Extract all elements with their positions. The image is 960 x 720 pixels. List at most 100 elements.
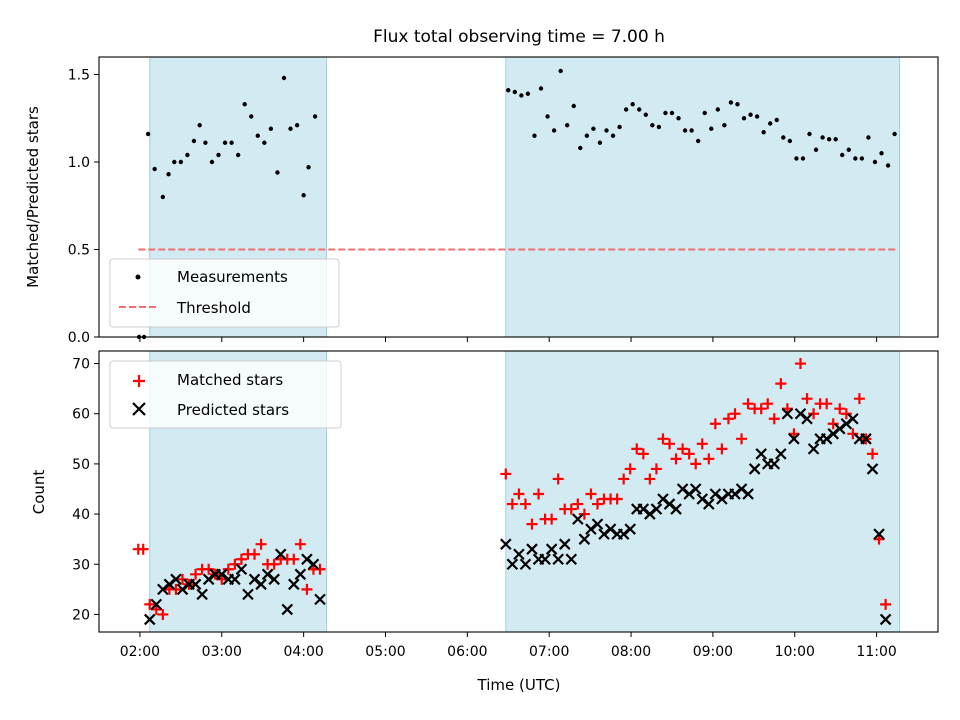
predicted-star-point [500, 538, 512, 550]
matched-star-point [203, 563, 215, 575]
matched-star-point [552, 473, 564, 485]
matched-star-point [794, 358, 806, 370]
predicted-star-point [624, 523, 637, 535]
measurement-point [288, 126, 293, 131]
measurement-point [312, 114, 318, 119]
predicted-star-point [742, 488, 754, 500]
predicted-star-point [591, 518, 604, 530]
measurement-point [578, 145, 583, 151]
matched-star-point [696, 438, 708, 450]
measurement-point [682, 128, 688, 133]
predicted-star-point [519, 558, 532, 571]
x-tick-label: 02:00 [120, 644, 160, 660]
matched-star-point [235, 553, 247, 565]
measurement-point [787, 138, 793, 144]
measurement-point [235, 152, 241, 158]
measurement-point [689, 128, 694, 133]
predicted-star-point [294, 568, 307, 581]
predicted-star-point [274, 548, 287, 561]
matched-star-point [222, 563, 234, 575]
measurement-point [551, 128, 557, 133]
predicted-star-point [768, 458, 781, 470]
measurement-point [728, 100, 734, 105]
matched-star-point [190, 568, 202, 580]
measurement-point [294, 123, 300, 128]
measurement-point [610, 133, 616, 138]
measurement-point [191, 138, 197, 144]
matched-star-point [840, 408, 852, 420]
measurement-point [203, 140, 208, 145]
matched-star-point [314, 563, 326, 575]
observing-interval-shade [505, 350, 901, 633]
measurement-point [268, 126, 274, 131]
predicted-star-point [513, 548, 525, 561]
predicted-star-point [807, 443, 820, 455]
measurement-point [209, 159, 215, 165]
top-y-tick-label: 0.5 [68, 243, 90, 259]
matched-star-point [827, 418, 839, 430]
measurement-point [840, 152, 845, 158]
measurement-point [229, 140, 234, 145]
matched-star-point [170, 583, 182, 595]
measurement-point [545, 114, 550, 119]
predicted-star-point [229, 573, 241, 586]
x-tick-label: 10:00 [775, 644, 815, 660]
measurement-point [623, 107, 629, 112]
predicted-star-point [288, 578, 300, 591]
predicted-star-point [307, 558, 320, 571]
measurement-point [826, 137, 832, 142]
measurement-point [761, 130, 766, 135]
bottom-y-tick-label: 20 [72, 607, 90, 623]
matched-star-point [176, 573, 188, 585]
predicted-star-point [775, 448, 787, 460]
matched-star-point [229, 558, 241, 570]
matched-star-point [677, 443, 689, 455]
x-axis-label: Time (UTC) [477, 676, 561, 694]
predicted-star-point [572, 513, 584, 525]
predicted-star-point [189, 578, 202, 591]
matched-star-point [294, 538, 306, 550]
top-panel: 0.0 0.5 1.0 1.5 Matched/Predicted stars Mea… [24, 56, 939, 346]
measurement-point [695, 138, 701, 144]
matched-star-point [834, 403, 846, 415]
predicted-star-point [748, 463, 761, 475]
matched-star-point [880, 598, 892, 610]
matched-star-point [572, 498, 584, 510]
bottom-y-tick-label: 70 [72, 357, 90, 373]
measurement-point [794, 156, 799, 161]
measurement-point [178, 159, 184, 165]
matched-star-point [513, 488, 525, 500]
predicted-star-point [281, 603, 294, 616]
matched-star-point [736, 433, 748, 445]
matched-star-point [670, 453, 682, 465]
predicted-star-point [268, 573, 280, 586]
measurement-point [597, 140, 603, 145]
measurement-point [774, 117, 779, 123]
measurement-point [275, 170, 280, 175]
measurement-point [532, 133, 537, 138]
measurement-point [185, 152, 190, 158]
matched-star-point [847, 428, 859, 440]
predicted-star-point [314, 593, 326, 606]
bottom-y-axis-label: Count [30, 470, 48, 515]
matched-star-point [301, 583, 313, 595]
top-y-tick-label: 1.0 [68, 155, 90, 171]
measurement-point [249, 114, 254, 119]
measurement-point [281, 75, 287, 81]
x-tick-label: 06:00 [447, 644, 487, 660]
measurement-point [853, 156, 858, 161]
measurement-point [166, 172, 171, 177]
bottom-panel: 20 30 40 50 60 70 02:00 03:00 04:00 05:00 06:00 07… [30, 350, 939, 694]
measurement-point [702, 110, 707, 116]
matched-star-point [729, 408, 741, 420]
x-tick-label: 09:00 [693, 644, 733, 660]
predicted-star-point [781, 407, 794, 420]
bottom-y-tick-label: 40 [72, 507, 90, 523]
measurement-point [676, 116, 681, 121]
x-tick-label: 04:00 [283, 644, 323, 660]
matched-star-point [624, 463, 636, 475]
measurement-point [565, 123, 570, 128]
matched-star-point [768, 413, 780, 425]
top-y-tick-label: 1.5 [68, 68, 90, 84]
measurement-point [800, 156, 806, 161]
